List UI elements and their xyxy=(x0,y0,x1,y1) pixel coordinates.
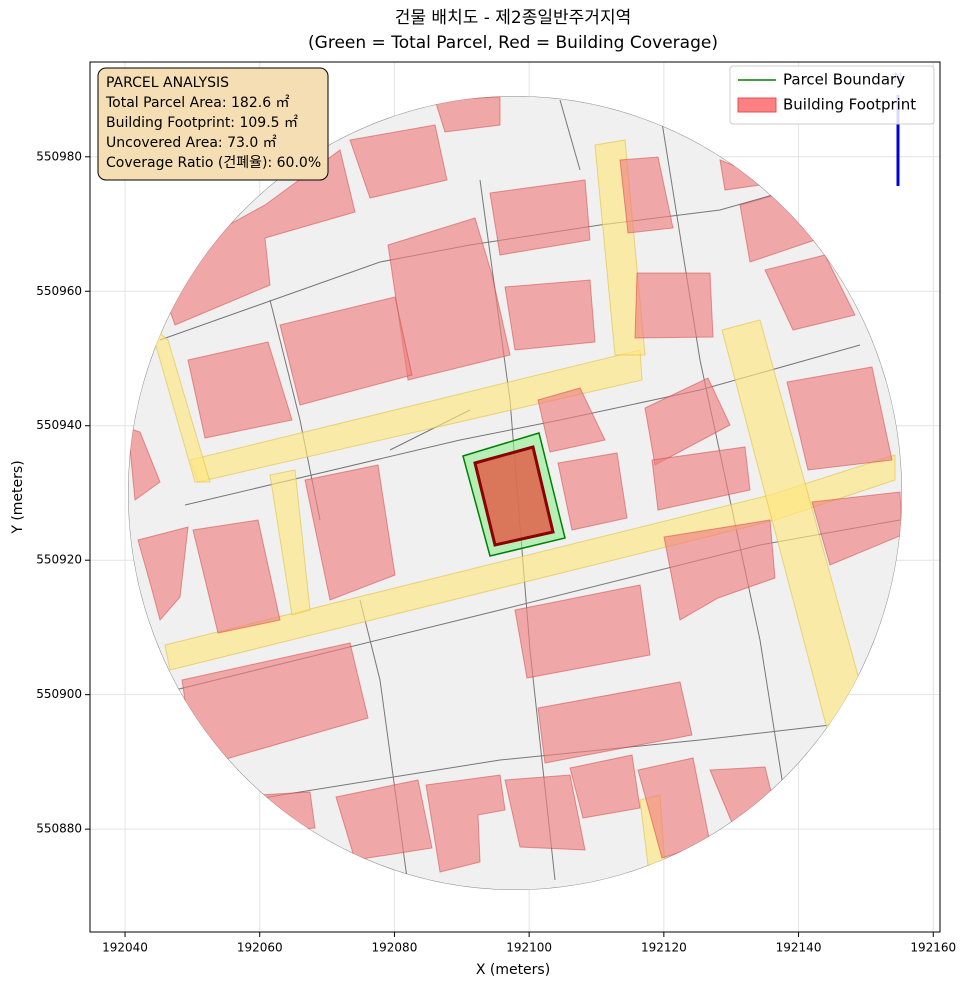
legend-swatch xyxy=(737,97,777,113)
annotation: PARCEL ANALYSIS Total Parcel Area: 182.6 … xyxy=(105,75,321,171)
buildings xyxy=(128,96,902,873)
legend-label: Building Footprint xyxy=(783,96,916,114)
x-tick-label: 192140 xyxy=(776,941,822,955)
x-tick-label: 192040 xyxy=(102,941,148,955)
legend-entries: Parcel Boundary Building Footprint xyxy=(737,71,916,114)
target-building xyxy=(473,445,555,547)
y-tick-label: 550900 xyxy=(36,687,82,701)
y-tick-label: 550880 xyxy=(36,822,82,836)
chart-title: 건물 배치도 - 제2종일반주거지역 xyxy=(395,8,631,28)
annotation-line: Coverage Ratio (건폐율): 60.0% xyxy=(106,155,321,171)
legend-label: Parcel Boundary xyxy=(783,71,905,89)
chart-subtitle: (Green = Total Parcel, Red = Building Co… xyxy=(308,33,718,53)
y-tick-label: 550960 xyxy=(36,284,82,298)
x-axis-label: X (meters) xyxy=(476,962,550,978)
annotation-line: Uncovered Area: 73.0 ㎡ xyxy=(106,135,277,151)
annotation-line: PARCEL ANALYSIS xyxy=(106,75,229,91)
y-axis-label: Y (meters) xyxy=(10,460,26,534)
x-tick-label: 192160 xyxy=(910,941,956,955)
annotation-line: Total Parcel Area: 182.6 ㎡ xyxy=(105,95,290,111)
y-tick-label: 550920 xyxy=(36,553,82,567)
x-tick-label: 192100 xyxy=(506,941,552,955)
y-tick-label: 550980 xyxy=(36,149,82,163)
legend xyxy=(729,65,935,125)
annotation-box xyxy=(97,67,329,181)
x-tick-label: 192080 xyxy=(372,941,418,955)
x-tick-label: 192060 xyxy=(237,941,283,955)
x-tick-label: 192120 xyxy=(641,941,687,955)
annotation-line: Building Footprint: 109.5 ㎡ xyxy=(106,115,298,131)
y-tick-label: 550940 xyxy=(36,418,82,432)
axes-frame xyxy=(89,61,941,933)
